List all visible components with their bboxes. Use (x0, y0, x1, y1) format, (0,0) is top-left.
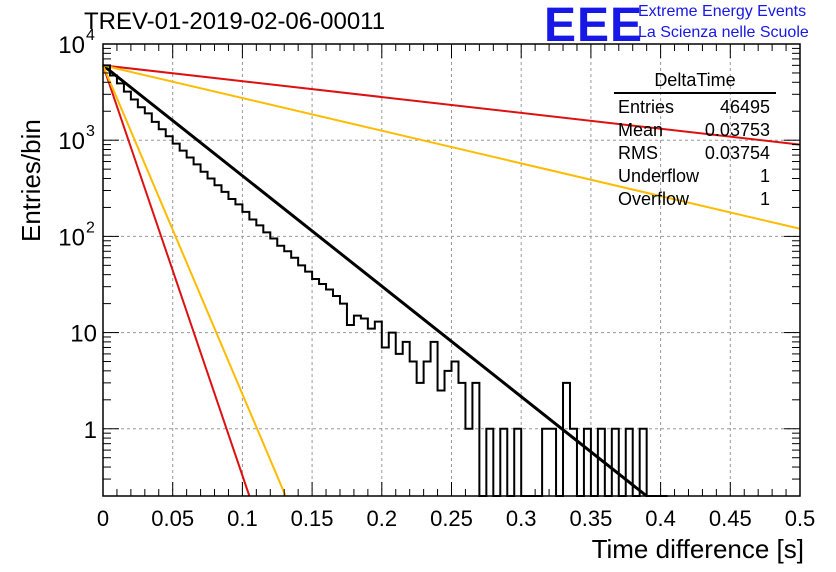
fit-curves (102, 64, 801, 498)
stats-value: 46495 (719, 97, 770, 117)
fit-curve (102, 64, 287, 497)
stats-row: RMS 0.03754 (614, 142, 776, 165)
stats-title: DeltaTime (614, 70, 776, 94)
y-tick-label: 1 (84, 417, 97, 444)
fit-curve (102, 64, 801, 146)
fit-curve (102, 64, 801, 230)
stats-label: Entries (618, 97, 675, 117)
x-axis-label: Time difference [s] (591, 534, 804, 564)
logo-text-line-1: Extreme Energy Events (638, 3, 807, 20)
stats-row: Underflow 1 (614, 165, 776, 188)
stats-value: 0.03754 (704, 143, 770, 163)
fit-curve (102, 64, 648, 498)
y-tick-label-exponent: 3 (86, 123, 95, 140)
x-tick-label: 0.3 (506, 506, 537, 531)
chart-grid (103, 44, 800, 496)
x-tick-label: 0 (97, 506, 109, 531)
histogram (103, 64, 668, 497)
x-tick-label: 0.25 (430, 506, 473, 531)
stats-value: 0.03753 (704, 120, 770, 140)
stats-value: 1 (759, 189, 770, 209)
y-tick-label: 10 (58, 128, 85, 155)
stats-row: Entries 46495 (614, 96, 776, 119)
y-tick-label-exponent: 2 (86, 219, 95, 236)
fit-curve (102, 65, 251, 497)
chart-title: TREV-01-2019-02-06-00011 (84, 8, 386, 35)
x-tick-label: 0.4 (645, 506, 676, 531)
stats-row: Overflow 1 (614, 188, 776, 211)
y-tick-label: 10 (58, 32, 85, 59)
y-tick-label: 10 (70, 321, 97, 348)
x-tick-label: 0.1 (227, 506, 258, 531)
histogram-outline (103, 64, 668, 497)
logo-mark: EEE (544, 0, 644, 52)
stats-label: Underflow (618, 166, 700, 186)
x-tick-label: 0.15 (291, 506, 334, 531)
y-tick-label: 10 (58, 224, 85, 251)
x-tick-label: 0.05 (151, 506, 194, 531)
stats-box: DeltaTime Entries 46495 Mean 0.03753 RMS 0.03… (614, 70, 776, 211)
stats-rows: Entries 46495 Mean 0.03753 RMS 0.03754 Underfl… (614, 96, 776, 211)
x-tick-label: 0.45 (709, 506, 752, 531)
stats-label: RMS (618, 143, 658, 163)
stats-label: Mean (618, 120, 664, 140)
x-tick-label: 0.35 (569, 506, 612, 531)
y-axis-label-wrap: Entries/bin (8, 60, 48, 320)
x-axis-ticks: 0 0.05 0.1 0.15 0.2 0.25 0.3 0.35 0.4 0.45 0.5 (97, 44, 815, 531)
stats-label: Overflow (618, 189, 690, 209)
x-tick-label: 0.2 (367, 506, 398, 531)
y-tick-label-exponent: 4 (86, 27, 95, 44)
x-tick-label: 0.5 (785, 506, 816, 531)
stats-row: Mean 0.03753 (614, 119, 776, 142)
y-axis-label: Entries/bin (16, 119, 46, 242)
stats-value: 1 (759, 166, 770, 186)
logo-text-line-2: La Scienza nelle Scuole (638, 24, 809, 41)
